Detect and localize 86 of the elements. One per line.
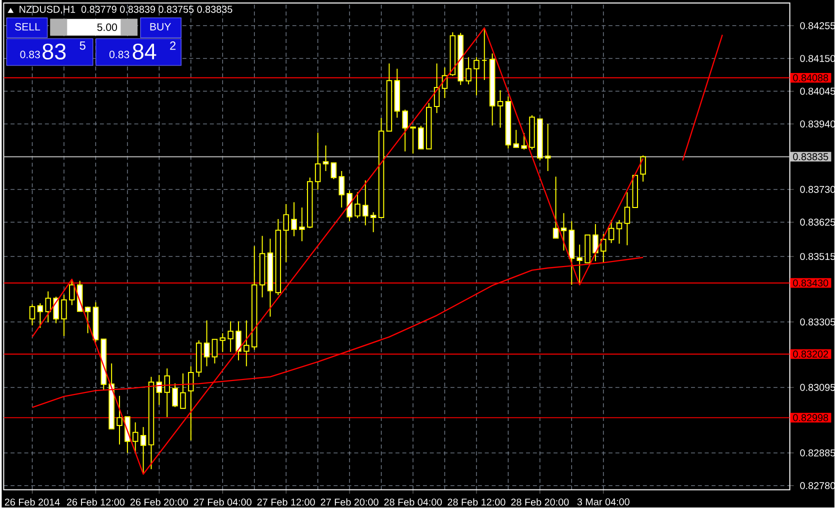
y-tick-label: 0.83940 (800, 120, 836, 128)
candlestick (299, 207, 305, 242)
y-tick-label: 0.84255 (800, 22, 836, 30)
candlestick (482, 27, 488, 80)
x-tick-label: 28 Feb 20:00 (511, 498, 569, 506)
candlestick (410, 126, 416, 154)
candlestick (354, 192, 360, 219)
candlestick (283, 204, 289, 263)
candlestick (228, 320, 234, 352)
candlestick (474, 56, 480, 96)
candlestick (204, 320, 210, 367)
chart-subtitle: 0.83779 0.83839 0.83755 0.83835 (81, 6, 232, 13)
candlestick (592, 224, 598, 262)
ref-line-label: 0.84088 (793, 74, 828, 82)
annotation: 0.83 (20, 50, 40, 58)
ref-line-label: 0.83430 (793, 279, 828, 286)
y-tick-label: 0.83305 (800, 318, 836, 326)
candlestick (616, 219, 622, 244)
ref-line-label: 0.82998 (793, 414, 828, 422)
candlestick (346, 190, 352, 222)
y-tick-label: 0.83625 (800, 218, 836, 226)
y-tick-label: 0.84045 (800, 88, 836, 95)
candlestick (513, 129, 520, 148)
candlestick (402, 109, 408, 152)
annotation: 2 (170, 41, 176, 50)
candlestick (640, 154, 646, 182)
y-tick-label: 0.82780 (800, 482, 836, 490)
annotation: 84 (132, 44, 156, 60)
candlestick (322, 144, 329, 172)
candlestick (338, 170, 344, 208)
x-tick-label: 28 Feb 04:00 (384, 498, 442, 506)
candlestick (291, 202, 297, 237)
x-tick-label: 26 Feb 12:00 (66, 498, 125, 506)
candlestick (180, 372, 186, 409)
candlestick (418, 125, 424, 150)
candlestick (212, 338, 218, 364)
candlestick (362, 180, 368, 226)
annotation: 0.83 (109, 50, 130, 58)
x-tick-label: 26 Feb 2014 (4, 498, 60, 506)
candlestick (164, 368, 170, 418)
annotation: BUY (150, 23, 171, 30)
chart-title: NZDUSD,H1 (20, 6, 76, 14)
candlestick (220, 332, 226, 352)
candlestick (236, 320, 242, 361)
annotation: 5 (80, 41, 86, 50)
candlestick (521, 132, 527, 150)
x-tick-label: 28 Feb 12:00 (448, 498, 506, 506)
candlestick (624, 192, 630, 246)
annotation: SELL (15, 23, 40, 30)
candlestick (140, 426, 146, 475)
y-tick-label: 0.83730 (800, 186, 836, 193)
candlestick (172, 382, 178, 408)
candlestick (370, 212, 376, 233)
candlestick (132, 422, 138, 454)
candlestick (84, 306, 91, 334)
candlestick (544, 123, 551, 172)
candlestick (244, 320, 250, 367)
candlestick (497, 90, 504, 128)
candlestick (560, 212, 567, 252)
x-tick-label: 3 Mar 04:00 (577, 498, 630, 506)
x-tick-label: 27 Feb 20:00 (320, 498, 378, 506)
x-tick-label: 27 Feb 04:00 (194, 498, 252, 506)
x-tick-label: 27 Feb 12:00 (257, 498, 315, 506)
candlestick (61, 294, 67, 336)
y-tick-label: 0.84150 (800, 54, 836, 62)
y-tick-label: 0.83515 (800, 252, 836, 260)
candlestick (116, 395, 122, 445)
y-tick-label: 0.82885 (800, 449, 836, 456)
candlestick (330, 162, 337, 180)
candlestick (576, 244, 582, 286)
ref-line-label: 0.83835 (793, 153, 828, 160)
annotation: 83 (42, 44, 66, 60)
candlestick (45, 290, 51, 323)
candlestick (608, 219, 614, 244)
candlestick (188, 366, 194, 441)
candlestick (69, 278, 75, 306)
candlestick (314, 132, 321, 190)
annotation: 5.00 (97, 23, 118, 31)
candlestick (600, 234, 606, 264)
candlestick (466, 56, 472, 85)
candlestick (29, 304, 36, 326)
candlestick (552, 176, 559, 239)
candlestick (37, 302, 44, 328)
ref-line-label: 0.83202 (793, 350, 828, 358)
y-tick-label: 0.83095 (800, 384, 836, 391)
x-tick-label: 26 Feb 20:00 (130, 498, 188, 506)
